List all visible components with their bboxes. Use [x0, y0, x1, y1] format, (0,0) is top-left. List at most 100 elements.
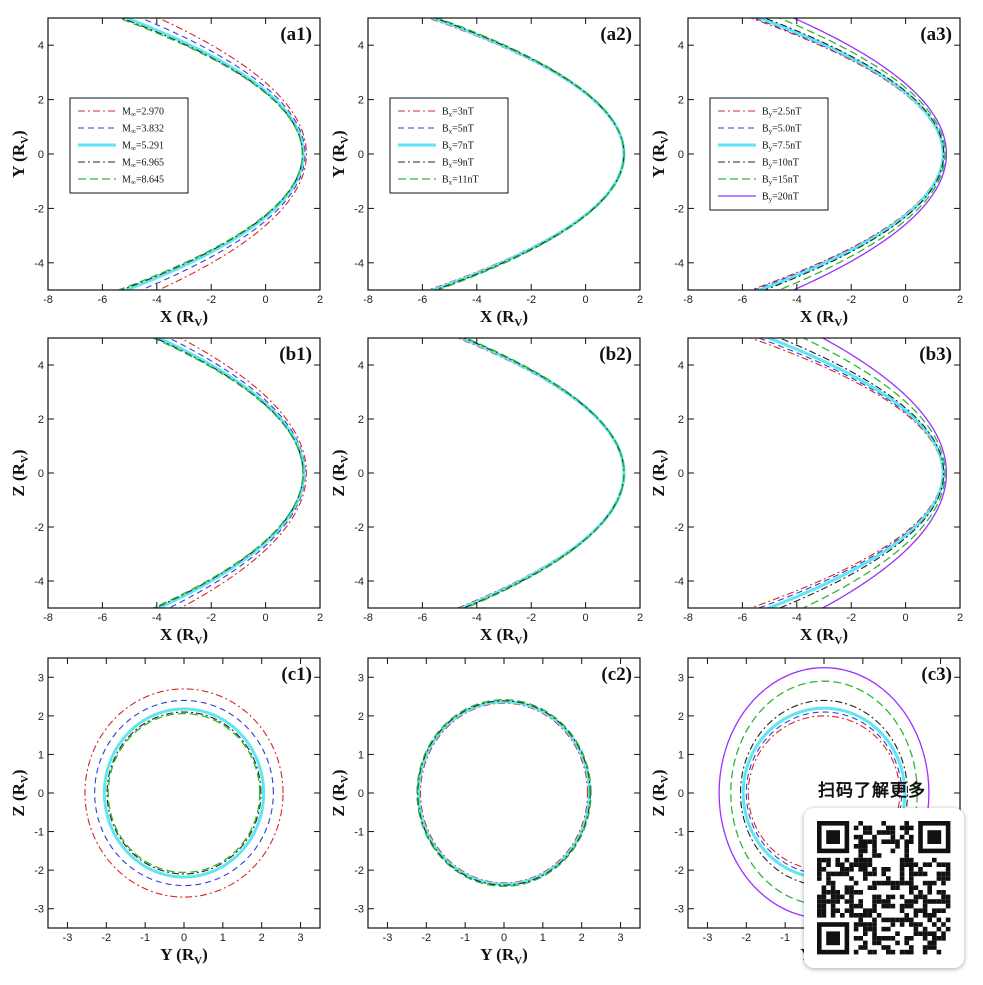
x-tick-label: -6: [98, 612, 108, 624]
y-tick-label: 0: [358, 149, 364, 161]
x-tick-label: -8: [363, 294, 373, 306]
legend-label: By=7.5nT: [762, 141, 801, 153]
y-tick-label: 4: [678, 360, 684, 372]
series-line: [139, 18, 306, 290]
legend-label: By=5.0nT: [762, 124, 801, 136]
x-axis-label: X (RV): [480, 625, 528, 647]
x-tick-label: 0: [583, 294, 589, 306]
x-tick-label: -6: [98, 294, 108, 306]
legend: By=2.5nT By=5.0nT By=7.5nT By=10nT By=15nT By…: [709, 97, 829, 211]
x-tick-label: 2: [637, 612, 643, 624]
y-tick-label: 1: [358, 749, 364, 761]
x-tick-label: -3: [383, 932, 393, 944]
y-axis-label: Z (RV): [9, 769, 31, 816]
y-tick-label: 2: [358, 95, 364, 107]
y-tick-label: 1: [38, 749, 44, 761]
y-tick-label: -2: [674, 865, 684, 877]
plot-frame: [367, 337, 641, 609]
x-tick-label: 3: [618, 932, 624, 944]
x-tick-label: 0: [501, 932, 507, 944]
y-tick-label: -3: [354, 904, 364, 916]
series-line: [433, 18, 625, 290]
y-tick-label: 0: [38, 149, 44, 161]
x-tick-label: 2: [957, 612, 963, 624]
y-axis-label: Z (RV): [649, 449, 671, 496]
y-tick-label: 3: [358, 672, 364, 684]
x-tick-label: -2: [741, 932, 751, 944]
y-tick-label: -3: [674, 904, 684, 916]
legend-label: By=2.5nT: [762, 107, 801, 119]
x-tick-label: -6: [738, 612, 748, 624]
x-tick-label: -2: [101, 932, 111, 944]
y-tick-label: 4: [678, 40, 684, 52]
x-tick-label: 0: [583, 612, 589, 624]
series-line: [458, 338, 626, 608]
x-tick-label: -4: [472, 612, 482, 624]
x-tick-label: 2: [637, 294, 643, 306]
x-tick-label: 2: [317, 612, 323, 624]
y-tick-label: 3: [38, 672, 44, 684]
panel-a1: -8 -6 -4 -2 0 2 -4 -2 0 2 4 X (RV) Y (RV) (a1) M∞=2.97…: [9, 17, 323, 329]
panel-label: (a2): [600, 24, 632, 45]
y-tick-label: -4: [674, 576, 684, 588]
y-tick-label: 0: [358, 468, 364, 480]
x-tick-label: 3: [298, 932, 304, 944]
series-line: [179, 338, 307, 608]
x-tick-label: 2: [259, 932, 265, 944]
series-line: [821, 338, 948, 608]
x-tick-label: -6: [418, 612, 428, 624]
legend-label: M∞=8.645: [122, 175, 164, 187]
qr-code-icon: [817, 821, 951, 955]
y-axis-label: Z (RV): [329, 769, 351, 816]
x-tick-label: -2: [206, 612, 216, 624]
y-tick-label: 0: [38, 468, 44, 480]
series-line: [801, 338, 946, 608]
series-line: [151, 338, 304, 608]
series-line: [157, 18, 307, 290]
x-axis-label: X (RV): [800, 625, 848, 647]
legend: M∞=2.970 M∞=3.832 M∞=5.291 M∞=6.965 M∞=8.645: [69, 97, 189, 194]
y-tick-label: 0: [678, 149, 684, 161]
y-tick-label: -2: [34, 522, 44, 534]
y-tick-label: -1: [34, 827, 44, 839]
legend-label: M∞=5.291: [122, 141, 164, 153]
y-tick-label: -2: [674, 522, 684, 534]
y-axis-label: Z (RV): [9, 449, 31, 496]
x-axis-label: Y (RV): [160, 945, 207, 967]
qr-code-card[interactable]: [804, 808, 964, 968]
series-line: [777, 18, 946, 290]
y-tick-label: 2: [38, 95, 44, 107]
y-tick-label: 2: [678, 95, 684, 107]
legend-label: M∞=2.970: [122, 107, 164, 119]
panel-label: (b3): [919, 344, 952, 365]
y-tick-label: 0: [358, 788, 364, 800]
x-tick-label: -4: [792, 294, 802, 306]
y-tick-label: 2: [358, 711, 364, 723]
x-tick-label: 2: [957, 294, 963, 306]
x-tick-label: -2: [526, 612, 536, 624]
x-tick-label: 1: [540, 932, 546, 944]
y-tick-label: -2: [34, 203, 44, 215]
x-tick-label: -2: [421, 932, 431, 944]
x-tick-label: -2: [846, 294, 856, 306]
y-tick-label: 4: [38, 40, 44, 52]
x-tick-label: -8: [43, 294, 53, 306]
x-tick-label: -4: [152, 612, 162, 624]
series-line: [747, 715, 901, 871]
x-tick-label: 0: [903, 612, 909, 624]
series-line: [94, 699, 274, 887]
y-tick-label: 1: [678, 749, 684, 761]
y-tick-label: 4: [38, 360, 44, 372]
series-line: [167, 338, 306, 608]
qr-caption: 扫码了解更多: [818, 781, 926, 801]
y-tick-label: -2: [674, 203, 684, 215]
x-tick-label: 0: [903, 294, 909, 306]
x-tick-label: 0: [263, 612, 269, 624]
y-tick-label: -2: [354, 522, 364, 534]
y-tick-label: 2: [678, 414, 684, 426]
y-axis-label: Y (RV): [9, 130, 31, 177]
series-line: [464, 338, 625, 608]
y-tick-label: -2: [354, 865, 364, 877]
y-axis-label: Y (RV): [649, 130, 671, 177]
legend: Bx=3nT Bx=5nT Bx=7nT Bx=9nT Bx=11nT: [389, 97, 509, 194]
